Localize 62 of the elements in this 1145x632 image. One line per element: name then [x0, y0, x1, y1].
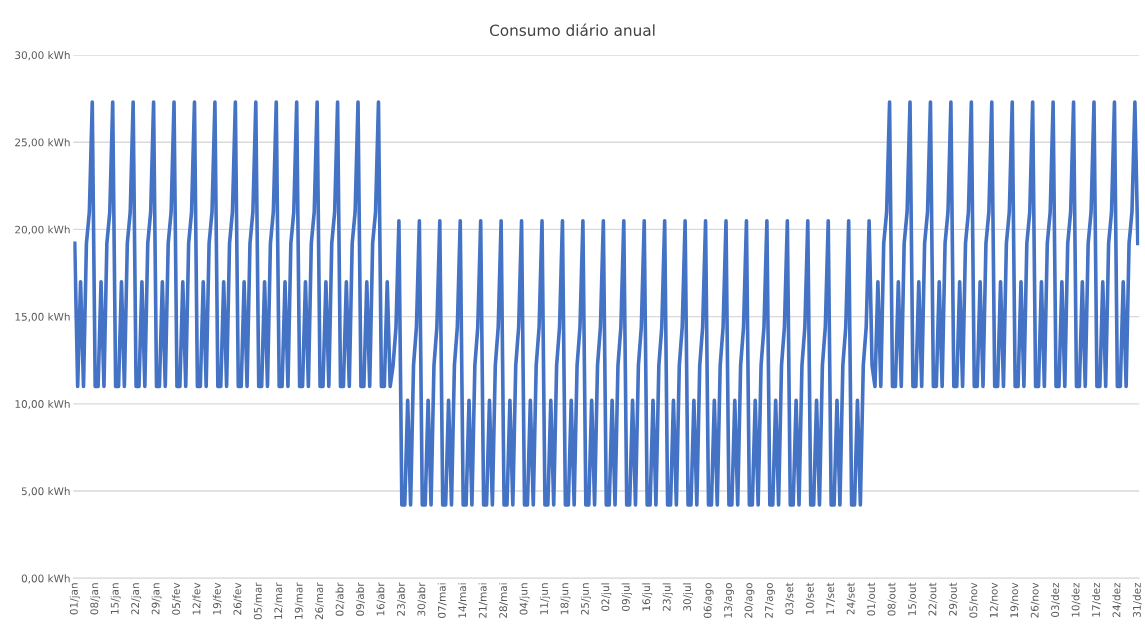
x-tick-label: 12/nov	[989, 582, 999, 618]
x-tick-label: 29/out	[948, 582, 958, 616]
y-tick-label: 25,00 kWh	[15, 138, 70, 148]
x-tick-label: 14/mai	[458, 583, 468, 618]
x-tick-label: 22/jan	[131, 583, 142, 615]
line-series	[73, 100, 1140, 507]
x-tick-label: 15/out	[908, 582, 917, 616]
x-tick-label: 02/jul	[601, 583, 612, 611]
x-tick-label: 02/abr	[335, 582, 345, 616]
x-tick-label: 21/mai	[478, 583, 488, 618]
x-tick-label: 15/jan	[110, 583, 121, 614]
x-tick-label: 30/jul	[683, 583, 694, 611]
y-tick-label: 15,00 kWh	[15, 312, 70, 322]
x-tick-label: 11/jun	[539, 583, 550, 615]
y-tick-label: 10,00 kWh	[15, 399, 70, 410]
x-tick-label: 05/fev	[171, 582, 181, 615]
y-tick-label: 5,00 kWh	[21, 487, 70, 497]
x-tick-label: 19/fev	[212, 582, 222, 615]
x-tick-label: 08/jan	[90, 583, 101, 615]
x-tick-label: 28/mai	[499, 583, 508, 618]
x-tick-label: 26/mar	[315, 582, 324, 620]
x-tick-label: 25/jun	[580, 583, 591, 615]
x-tick-label: 23/abr	[396, 582, 406, 616]
x-tick-label: 31/dez	[1132, 582, 1142, 617]
x-tick-label: 22/out	[928, 582, 938, 616]
x-tick-label: 06/ago	[703, 583, 714, 618]
x-tick-label: 23/jul	[662, 583, 673, 611]
x-tick-label: 08/out	[887, 582, 897, 616]
x-tick-label: 24/dez	[1112, 582, 1122, 617]
x-tick-label: 19/nov	[1010, 582, 1019, 618]
x-tick-label: 05/nov	[969, 582, 979, 618]
y-tick-label: 20,00 kWh	[15, 225, 70, 235]
x-tick-label: 26/nov	[1030, 582, 1040, 618]
x-tick-label: 03/dez	[1051, 582, 1060, 618]
x-tick-label: 26/fev	[233, 582, 243, 615]
y-tick-label: 30,00 kWh	[15, 51, 70, 61]
x-tick-label: 03/set	[785, 582, 795, 615]
x-tick-label: 09/jul	[621, 583, 632, 611]
x-tick-label: 07/mai	[437, 583, 447, 618]
x-tick-label: 19/mar	[294, 582, 304, 619]
x-tick-label: 01/out	[867, 582, 876, 616]
x-tick-label: 12/mar	[274, 582, 284, 619]
x-tick-label: 05/mar	[253, 582, 263, 620]
x-tick-label: 12/fev	[192, 582, 202, 615]
x-tick-label: 16/jul	[642, 583, 653, 611]
x-tick-label: 10/dez	[1071, 582, 1081, 617]
x-tick-label: 04/jun	[519, 583, 530, 615]
x-tick-label: 17/set	[826, 582, 835, 614]
x-tick-label: 13/ago	[724, 583, 734, 618]
x-tick-label: 20/ago	[744, 583, 755, 618]
x-tick-label: 18/jun	[560, 583, 571, 615]
x-tick-label: 10/set	[805, 582, 815, 614]
x-tick-label: 01/jan	[69, 583, 80, 615]
x-tick-label: 29/jan	[151, 583, 162, 615]
x-tick-label: 16/abr	[376, 582, 386, 616]
x-tick-label: 27/ago	[764, 583, 775, 618]
x-tick-label: 24/set	[846, 582, 856, 615]
x-tick-label: 17/dez	[1091, 582, 1101, 617]
x-tick-label: 30/abr	[417, 582, 427, 616]
x-tick-label: 09/abr	[355, 582, 365, 616]
chart-title: Consumo diário anual	[489, 23, 655, 37]
y-tick-label: 0,00 kWh	[21, 574, 70, 584]
